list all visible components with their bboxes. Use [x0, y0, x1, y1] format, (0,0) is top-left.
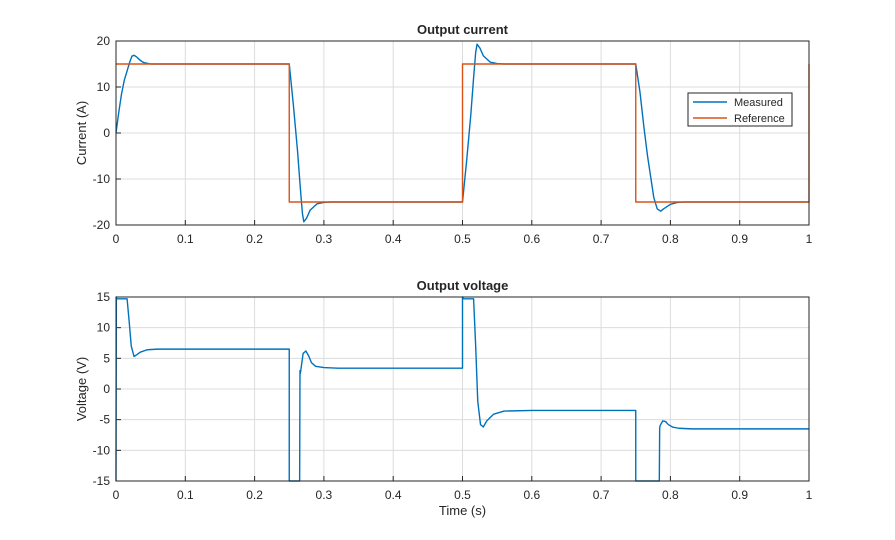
x-tick-label: 0.8 — [662, 488, 679, 502]
y-tick-label: 10 — [97, 80, 111, 94]
x-tick-label: 0.9 — [731, 232, 748, 246]
y-tick-label: 5 — [103, 351, 110, 365]
legend-box — [687, 92, 793, 127]
y-tick-label: -20 — [93, 218, 111, 232]
x-tick-label: 0.2 — [246, 488, 263, 502]
x-tick-labels: 0 0.1 0.2 0.3 0.4 0.5 0.6 0.7 0.8 0.9 1 — [113, 232, 813, 246]
y-tick-label: 0 — [103, 126, 110, 140]
legend-label-reference: Reference — [734, 113, 785, 125]
y-axis-label: Voltage (V) — [74, 357, 89, 421]
x-tick-label: 0.3 — [316, 232, 333, 246]
chart-title: Output current — [417, 22, 509, 37]
y-tick-label: 15 — [97, 290, 111, 304]
x-tick-label: 0.9 — [731, 488, 748, 502]
x-tick-label: 0.5 — [454, 232, 471, 246]
y-axis-label: Current (A) — [74, 101, 89, 165]
voltage-series-line — [115, 296, 809, 482]
series-lines — [115, 43, 810, 223]
x-tick-label: 0 — [113, 232, 120, 246]
x-axis-label: Time (s) — [439, 503, 486, 518]
axes-output-current: 0 0.1 0.2 0.3 0.4 0.5 0.6 0.7 0.8 0.9 1 -20 -10 0 10 2… — [74, 22, 813, 246]
y-tick-label: -5 — [99, 413, 110, 427]
y-tick-label: 10 — [97, 321, 111, 335]
x-tick-label: 0.6 — [523, 232, 540, 246]
x-tick-label: 0.3 — [316, 488, 333, 502]
y-tick-label: -10 — [93, 443, 111, 457]
x-tick-label: 0.5 — [454, 488, 471, 502]
y-tick-label: -15 — [93, 474, 111, 488]
y-tick-labels: -15 -10 -5 0 5 10 15 — [93, 290, 111, 488]
axes-frame — [115, 296, 810, 482]
x-tick-label: 0.2 — [246, 232, 263, 246]
x-tick-label: 0.4 — [385, 232, 402, 246]
x-tick-label: 0.8 — [662, 232, 679, 246]
reference-series-line — [116, 63, 810, 203]
x-tick-label: 0 — [113, 488, 120, 502]
y-tick-labels: -20 -10 0 10 20 — [93, 34, 111, 232]
legend-label-measured: Measured — [734, 97, 783, 109]
y-tick-label: -10 — [93, 172, 111, 186]
chart-title: Output voltage — [417, 278, 509, 293]
x-tick-label: 0.7 — [593, 488, 610, 502]
x-tick-label: 0.1 — [177, 232, 194, 246]
x-tick-label: 0.4 — [385, 488, 402, 502]
axes-frame — [115, 40, 810, 226]
y-tick-label: 20 — [97, 34, 111, 48]
axes-output-voltage: 0 0.1 0.2 0.3 0.4 0.5 0.6 0.7 0.8 0.9 1 -15 -10 -5 0 5… — [74, 278, 813, 518]
x-tick-label: 0.7 — [593, 232, 610, 246]
x-tick-label: 1 — [806, 232, 813, 246]
x-tick-labels: 0 0.1 0.2 0.3 0.4 0.5 0.6 0.7 0.8 0.9 1 — [113, 488, 813, 502]
y-tick-label: 0 — [103, 382, 110, 396]
legend: Measured Reference — [687, 92, 793, 127]
x-tick-label: 1 — [806, 488, 813, 502]
series-lines — [115, 296, 809, 482]
x-tick-label: 0.6 — [523, 488, 540, 502]
x-tick-label: 0.1 — [177, 488, 194, 502]
